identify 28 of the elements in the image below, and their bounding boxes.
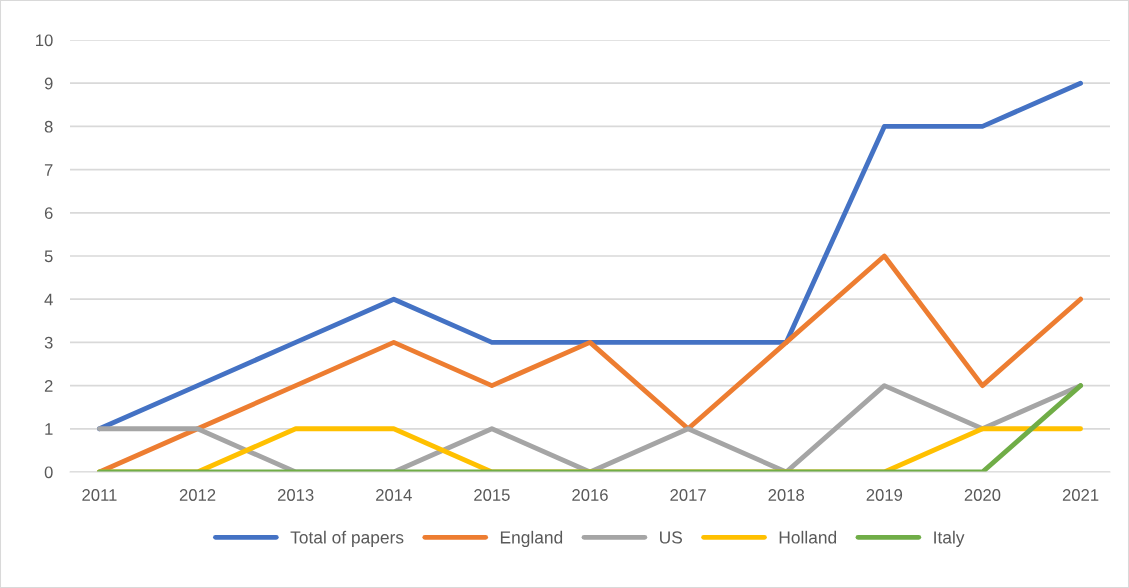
y-tick-label: 6 <box>44 207 53 219</box>
legend-label: Italy <box>934 530 965 548</box>
y-tick-label: 8 <box>44 120 53 133</box>
legend-label: England <box>500 530 563 548</box>
x-tick-label: 2013 <box>277 489 314 501</box>
y-tick-label: 3 <box>44 336 53 349</box>
y-tick-label: 4 <box>44 293 53 306</box>
x-tick-label: 2021 <box>1062 489 1099 501</box>
x-tick-label: 2019 <box>866 489 903 501</box>
y-tick-label: 0 <box>44 466 53 479</box>
x-tick-label: 2014 <box>376 489 412 501</box>
y-tick-label: 7 <box>44 164 53 176</box>
y-tick-label: 9 <box>44 77 53 90</box>
x-tick-label: 2015 <box>474 489 510 501</box>
y-tick-label: 2 <box>44 380 53 392</box>
x-tick-label: 2020 <box>964 489 1001 501</box>
x-tick-label: 2018 <box>768 489 805 501</box>
x-tick-label: 2012 <box>179 489 216 501</box>
y-tick-label: 10 <box>36 34 53 47</box>
legend-label: Holland <box>779 530 837 544</box>
line-series <box>97 253 1083 472</box>
y-tick-label: 1 <box>45 423 53 435</box>
x-tick-label: 2011 <box>82 489 117 501</box>
legend-label: Total of papers <box>290 530 404 548</box>
legend-label: US <box>660 531 683 544</box>
x-tick-label: 2016 <box>572 489 608 501</box>
x-tick-label: 2017 <box>670 489 706 501</box>
y-tick-label: 5 <box>44 250 53 263</box>
